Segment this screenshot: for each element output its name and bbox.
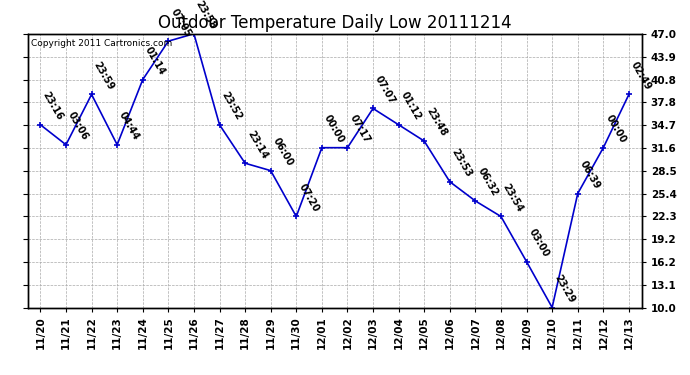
Text: 23:54: 23:54 xyxy=(501,182,525,214)
Text: Copyright 2011 Cartronics.com: Copyright 2011 Cartronics.com xyxy=(30,39,172,48)
Text: 00:00: 00:00 xyxy=(603,113,627,145)
Text: 06:00: 06:00 xyxy=(270,136,295,168)
Text: 06:32: 06:32 xyxy=(475,166,500,198)
Text: 23:16: 23:16 xyxy=(41,90,65,122)
Text: 23:59: 23:59 xyxy=(92,60,116,92)
Text: 07:20: 07:20 xyxy=(296,182,320,214)
Text: 07:05: 07:05 xyxy=(168,6,193,38)
Text: 23:29: 23:29 xyxy=(552,273,576,305)
Text: 00:00: 00:00 xyxy=(322,113,346,145)
Title: Outdoor Temperature Daily Low 20111214: Outdoor Temperature Daily Low 20111214 xyxy=(158,14,511,32)
Text: 07:07: 07:07 xyxy=(373,74,397,106)
Text: 23:14: 23:14 xyxy=(245,129,269,160)
Text: 06:39: 06:39 xyxy=(578,159,602,191)
Text: 23:53: 23:53 xyxy=(450,147,474,179)
Text: 23:52: 23:52 xyxy=(219,90,244,122)
Text: 01:14: 01:14 xyxy=(143,45,167,77)
Text: 03:00: 03:00 xyxy=(526,227,551,259)
Text: 07:17: 07:17 xyxy=(348,113,372,145)
Text: 03:06: 03:06 xyxy=(66,110,90,142)
Text: 23:48: 23:48 xyxy=(424,106,448,138)
Text: 04:44: 04:44 xyxy=(117,110,141,142)
Text: 23:58: 23:58 xyxy=(194,0,218,31)
Text: 02:49: 02:49 xyxy=(629,60,653,92)
Text: 01:12: 01:12 xyxy=(399,90,423,122)
